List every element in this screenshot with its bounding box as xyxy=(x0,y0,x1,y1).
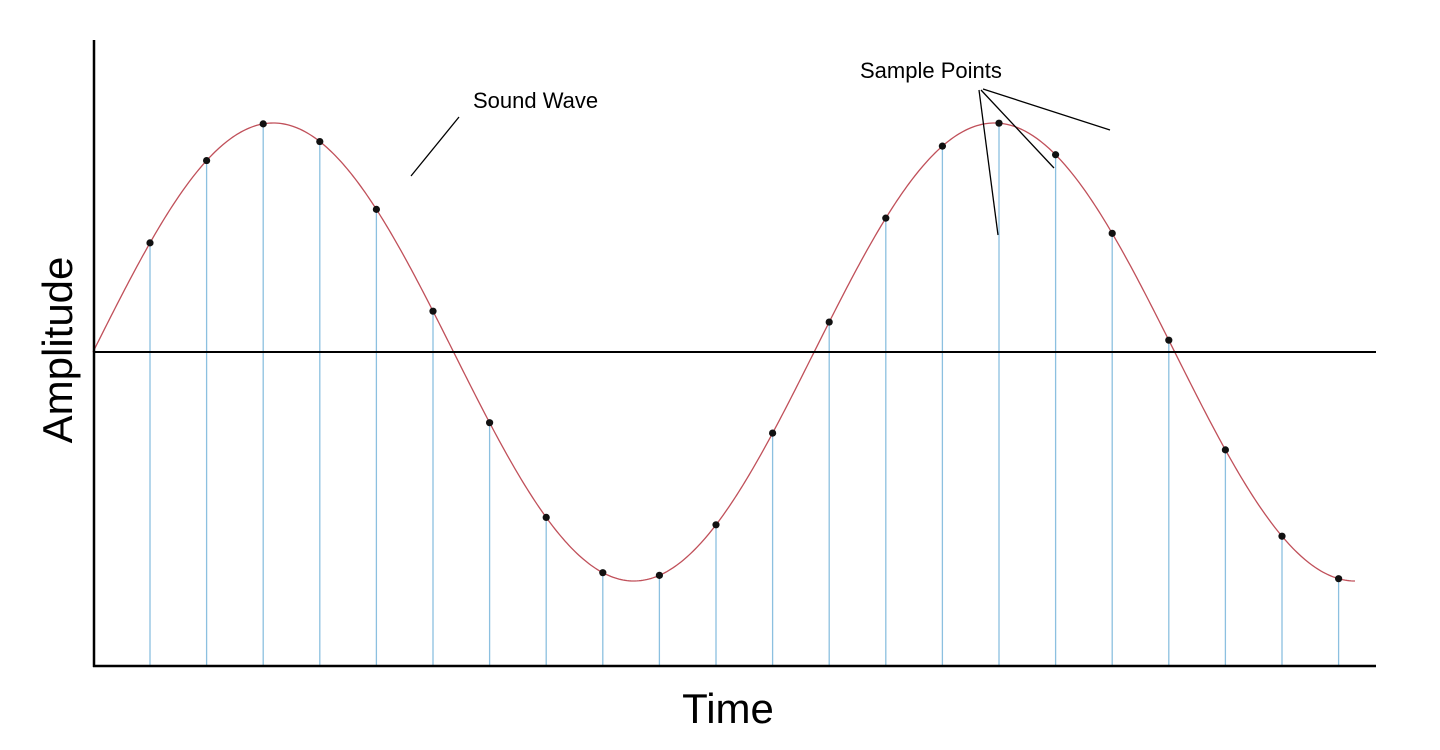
sample-point xyxy=(1221,446,1229,454)
sound-wave-leader-line xyxy=(410,116,460,177)
sample-point xyxy=(599,569,607,577)
sample-point xyxy=(769,429,777,437)
sample-lines xyxy=(149,123,1340,666)
sample-point xyxy=(995,119,1003,127)
sample-point xyxy=(486,419,494,427)
sample-point xyxy=(429,307,437,315)
sample-points-leader-line xyxy=(980,89,1055,169)
sample-point xyxy=(825,318,833,326)
sample-point xyxy=(712,521,720,529)
sample-point xyxy=(316,137,324,146)
sample-points-leader-line xyxy=(982,88,1111,131)
sample-point xyxy=(655,571,664,579)
sample-point xyxy=(1165,336,1173,344)
sound-wave-curve xyxy=(92,122,1356,582)
sample-point xyxy=(882,214,890,222)
sample-point xyxy=(1108,229,1116,237)
sample-point xyxy=(146,239,154,247)
sample-point xyxy=(1335,575,1343,583)
sample-point xyxy=(1052,151,1060,159)
sample-point xyxy=(259,120,267,128)
sample-point xyxy=(1278,532,1286,540)
sample-point xyxy=(203,156,211,165)
x-axis-title: Time xyxy=(682,685,774,732)
sample-point xyxy=(372,205,380,213)
sample-point xyxy=(938,142,947,150)
sample-points xyxy=(146,119,1343,583)
sample-points-leader-line xyxy=(978,89,999,236)
sample-point xyxy=(542,513,550,522)
sound-wave-label: Sound Wave xyxy=(473,88,598,113)
y-axis-title: Amplitude xyxy=(34,257,81,444)
sample-points-label: Sample Points xyxy=(860,58,1002,83)
